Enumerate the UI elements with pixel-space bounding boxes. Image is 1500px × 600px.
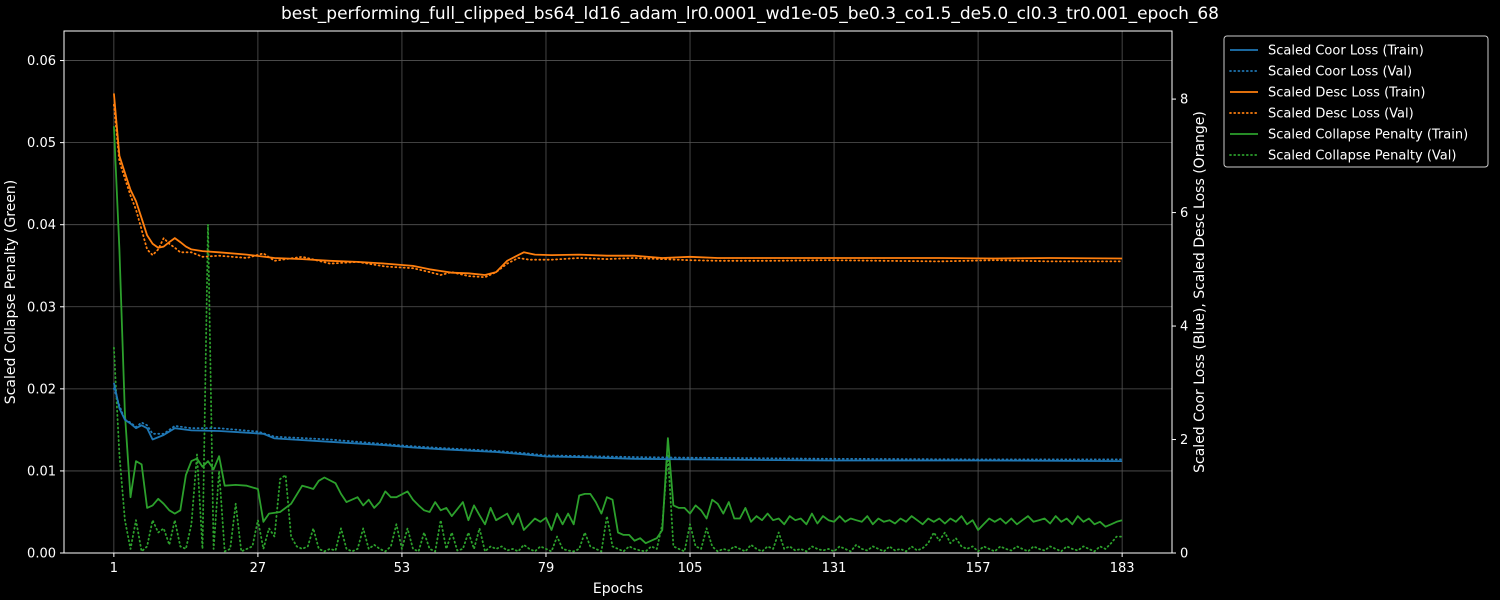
x-tick-label: 27 bbox=[250, 561, 267, 576]
y-left-tick-label: 0.04 bbox=[27, 218, 56, 233]
series-line-scaled-collapse-penalty-train bbox=[113, 126, 1123, 545]
series-layer bbox=[113, 93, 1123, 553]
x-tick-label: 131 bbox=[822, 561, 847, 576]
y-axis-left-label: Scaled Collapse Penalty (Green) bbox=[3, 180, 19, 404]
y-left-tick-label: 0.00 bbox=[27, 547, 56, 562]
y-axis-right-label: Scaled Coor Loss (Blue), Scaled Desc Los… bbox=[1192, 111, 1208, 473]
legend-label: Scaled Coor Loss (Train) bbox=[1268, 44, 1424, 59]
x-tick-label: 183 bbox=[1110, 561, 1135, 576]
x-tick-label: 157 bbox=[966, 561, 991, 576]
x-axis: 1 27 53 79 105 131 157 183 bbox=[110, 553, 1135, 576]
y-axis-left: 0.00 0.01 0.02 0.03 0.04 0.05 0.06 bbox=[27, 54, 64, 562]
y-right-tick-label: 2 bbox=[1180, 433, 1188, 448]
y-right-tick-label: 0 bbox=[1180, 547, 1188, 562]
y-right-tick-label: 6 bbox=[1180, 206, 1188, 221]
x-tick-label: 1 bbox=[110, 561, 118, 576]
y-left-tick-label: 0.01 bbox=[27, 464, 56, 479]
legend-label: Scaled Desc Loss (Val) bbox=[1268, 107, 1414, 122]
y-right-tick-label: 8 bbox=[1180, 93, 1188, 108]
legend-label: Scaled Collapse Penalty (Val) bbox=[1268, 149, 1456, 164]
y-left-tick-label: 0.05 bbox=[27, 136, 56, 151]
series-line-scaled-desc-loss-val bbox=[113, 103, 1123, 279]
y-left-tick-label: 0.02 bbox=[27, 382, 56, 397]
legend-label: Scaled Coor Loss (Val) bbox=[1268, 65, 1412, 80]
series-line-scaled-coor-loss-val bbox=[113, 387, 1123, 461]
x-tick-label: 79 bbox=[538, 561, 555, 576]
y-axis-right: 0 2 4 6 8 bbox=[1172, 93, 1188, 562]
x-tick-label: 105 bbox=[678, 561, 703, 576]
series-line-scaled-coor-loss-train bbox=[113, 382, 1123, 462]
legend: Scaled Coor Loss (Train) Scaled Coor Loss… bbox=[1223, 35, 1489, 168]
series-line-scaled-desc-loss-train bbox=[113, 93, 1123, 276]
y-right-tick-label: 4 bbox=[1180, 320, 1188, 335]
legend-label: Scaled Desc Loss (Train) bbox=[1268, 86, 1425, 101]
chart-title: best_performing_full_clipped_bs64_ld16_a… bbox=[281, 4, 1219, 24]
y-left-tick-label: 0.06 bbox=[27, 54, 56, 69]
legend-label: Scaled Collapse Penalty (Train) bbox=[1268, 128, 1468, 143]
legend-box bbox=[1223, 35, 1489, 168]
x-axis-label: Epochs bbox=[593, 581, 643, 597]
plot-frame bbox=[63, 30, 1173, 554]
y-left-tick-label: 0.03 bbox=[27, 300, 56, 315]
series-line-scaled-collapse-penalty-val bbox=[113, 223, 1123, 553]
x-tick-label: 53 bbox=[394, 561, 411, 576]
